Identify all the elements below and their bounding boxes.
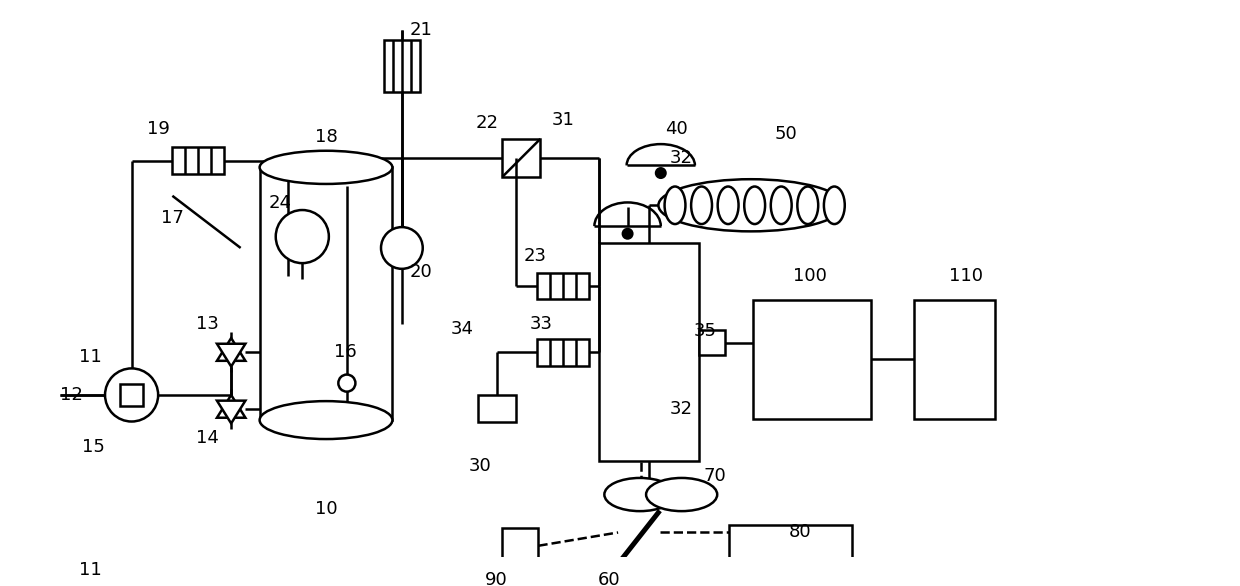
Text: 80: 80 — [789, 523, 811, 541]
Ellipse shape — [797, 186, 818, 224]
Ellipse shape — [259, 151, 392, 184]
Circle shape — [656, 168, 666, 178]
Ellipse shape — [718, 186, 739, 224]
Text: 11: 11 — [79, 561, 102, 580]
Text: 24: 24 — [269, 195, 291, 212]
Circle shape — [275, 210, 329, 263]
Text: 30: 30 — [469, 457, 491, 475]
Bar — [502, 139, 541, 177]
Text: 13: 13 — [196, 315, 219, 333]
Ellipse shape — [771, 186, 791, 224]
Bar — [537, 272, 589, 299]
Ellipse shape — [646, 478, 717, 511]
Text: 70: 70 — [703, 466, 727, 485]
Text: 23: 23 — [523, 247, 546, 264]
Bar — [599, 243, 698, 461]
Bar — [537, 339, 589, 366]
Ellipse shape — [744, 186, 765, 224]
Bar — [914, 300, 994, 418]
Text: 32: 32 — [670, 400, 693, 418]
Polygon shape — [217, 338, 246, 361]
Text: 12: 12 — [61, 386, 83, 404]
Text: 110: 110 — [949, 267, 983, 285]
Text: 11: 11 — [79, 348, 102, 366]
Polygon shape — [217, 344, 246, 366]
Ellipse shape — [823, 186, 844, 224]
Bar — [502, 528, 538, 564]
Text: 10: 10 — [315, 500, 337, 518]
Text: 15: 15 — [82, 438, 105, 456]
Text: 19: 19 — [146, 120, 170, 138]
Ellipse shape — [259, 401, 392, 439]
Ellipse shape — [658, 179, 843, 231]
Text: 22: 22 — [476, 114, 498, 132]
Ellipse shape — [665, 186, 686, 224]
Text: 14: 14 — [196, 428, 219, 447]
Bar — [477, 395, 516, 421]
Text: 31: 31 — [552, 111, 574, 129]
Circle shape — [381, 227, 423, 269]
Text: 90: 90 — [485, 571, 508, 586]
Polygon shape — [217, 401, 246, 424]
Text: 33: 33 — [529, 315, 553, 333]
Bar — [698, 331, 725, 355]
Text: 50: 50 — [775, 125, 797, 143]
Bar — [384, 40, 420, 92]
Ellipse shape — [604, 478, 676, 511]
Circle shape — [339, 374, 356, 391]
Bar — [172, 148, 224, 174]
Bar — [259, 168, 392, 420]
Text: 32: 32 — [670, 149, 693, 167]
Text: 16: 16 — [334, 343, 356, 362]
Text: 17: 17 — [161, 209, 184, 227]
Text: 21: 21 — [409, 21, 433, 39]
Text: 20: 20 — [409, 263, 433, 281]
Circle shape — [622, 229, 632, 239]
Circle shape — [105, 369, 159, 421]
Bar — [729, 525, 852, 568]
Text: 60: 60 — [598, 571, 620, 586]
Text: 40: 40 — [666, 120, 688, 138]
Text: 34: 34 — [451, 319, 474, 338]
Text: 100: 100 — [792, 267, 827, 285]
Bar — [753, 300, 872, 418]
Polygon shape — [217, 395, 246, 418]
Bar — [120, 384, 143, 406]
Text: 18: 18 — [315, 128, 337, 146]
Ellipse shape — [691, 186, 712, 224]
Text: 35: 35 — [694, 322, 717, 340]
